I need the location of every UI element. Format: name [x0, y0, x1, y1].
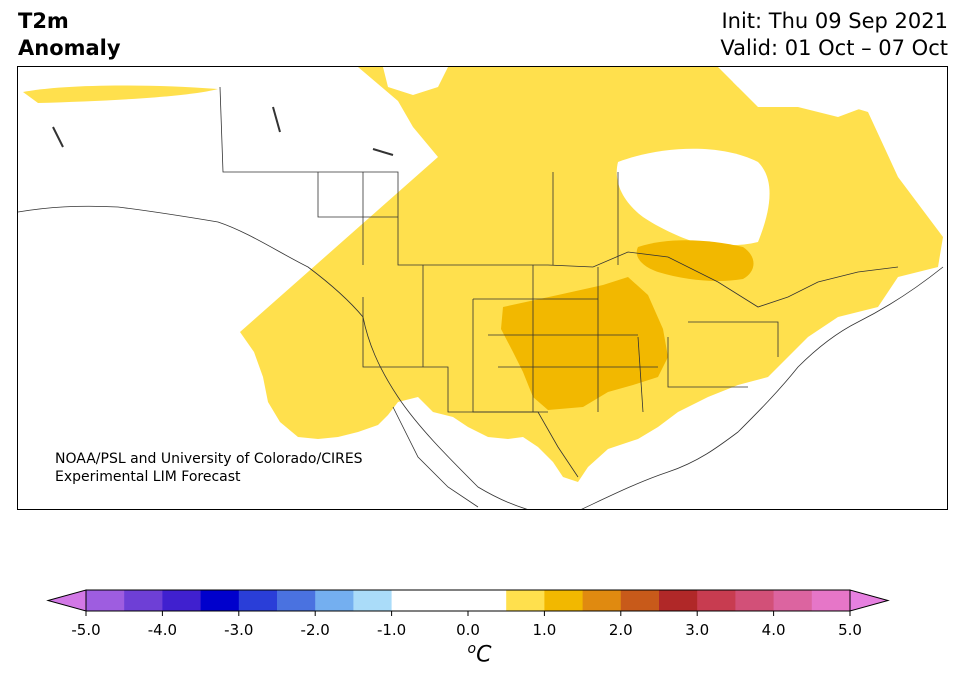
- anomaly-region-core-ontario: [636, 240, 754, 281]
- colorbar-bin: [200, 590, 240, 611]
- colorbar-bins: [86, 590, 851, 611]
- colorbar-bin: [620, 590, 660, 611]
- colorbar-ticks: -5.0 -4.0 -3.0 -2.0 -1.0 0.0 1.0 2.0 3.0 4.0 5.0: [71, 611, 862, 639]
- coastlines: [18, 106, 944, 509]
- forecast-credit: NOAA/PSL and University of Colorado/CIRE…: [55, 450, 363, 486]
- colorbar-bin: [429, 590, 507, 611]
- colorbar-bin: [773, 590, 813, 611]
- colorbar-tick-label: 4.0: [762, 621, 786, 639]
- colorbar-bin: [86, 590, 125, 611]
- colorbar-bin: [811, 590, 851, 611]
- colorbar-bin: [659, 590, 698, 611]
- title-line-1: T2m: [18, 9, 69, 33]
- anomaly-map: [17, 66, 948, 510]
- colorbar-tick-label: 5.0: [838, 621, 862, 639]
- title-line-2: Anomaly: [18, 36, 121, 60]
- forecast-dates: Init: Thu 09 Sep 2021 Valid: 01 Oct – 07…: [720, 8, 948, 62]
- colorbar-bin: [238, 590, 278, 611]
- map-canvas: [18, 67, 944, 509]
- colorbar-bin: [582, 590, 622, 611]
- political-boundaries: [219, 86, 899, 508]
- arctic-cutout: [733, 67, 878, 117]
- colorbar-tick-label: -4.0: [148, 621, 177, 639]
- colorbar-tick-label: -5.0: [71, 621, 100, 639]
- colorbar-over-arrow: [849, 589, 890, 612]
- colorbar-bin: [697, 590, 736, 611]
- colorbar-tick-label: 2.0: [609, 621, 633, 639]
- colorbar-tick-label: -3.0: [224, 621, 253, 639]
- anomaly-region-arctic-west: [23, 85, 218, 103]
- credit-line-1: NOAA/PSL and University of Colorado/CIRE…: [55, 451, 363, 467]
- colorbar-under-arrow: [46, 589, 87, 612]
- anomaly-region-light: [240, 67, 943, 482]
- colorbar-tick-label: 3.0: [685, 621, 709, 639]
- hudson-bay: [616, 148, 770, 246]
- colorbar-unit-label: oC: [0, 641, 959, 667]
- colorbar-bin: [735, 590, 775, 611]
- anomaly-region-core-central: [501, 277, 668, 410]
- colorbar-tick-label: -2.0: [301, 621, 330, 639]
- colorbar-tick-label: 0.0: [456, 621, 480, 639]
- init-date-label: Init: Thu 09 Sep 2021: [721, 9, 948, 33]
- colorbar-bin: [162, 590, 202, 611]
- credit-line-2: Experimental LIM Forecast: [55, 469, 241, 485]
- map-title: T2m Anomaly: [18, 8, 121, 62]
- unit-base: C: [476, 642, 492, 668]
- colorbar-tick-label: 1.0: [532, 621, 556, 639]
- colorbar-tick-label: -1.0: [377, 621, 406, 639]
- unit-degree-sup: o: [467, 641, 477, 657]
- colorbar-bin: [315, 590, 354, 611]
- colorbar-bin: [506, 590, 545, 611]
- colorbar-bin: [353, 590, 393, 611]
- colorbar-bin: [124, 590, 163, 611]
- colorbar-bin: [277, 590, 316, 611]
- valid-date-label: Valid: 01 Oct – 07 Oct: [720, 36, 948, 60]
- colorbar-bin: [544, 590, 584, 611]
- arctic-cutout-2: [383, 67, 448, 95]
- colorbar-bin: [391, 590, 431, 611]
